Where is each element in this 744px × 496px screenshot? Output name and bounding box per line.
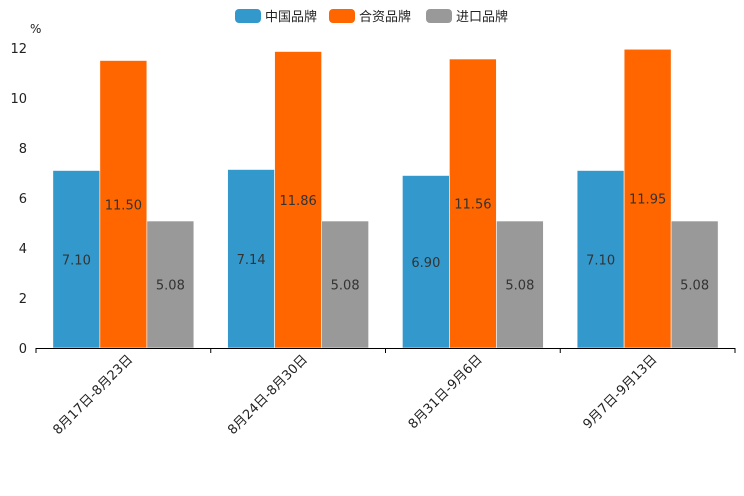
x-tick-label: 8月17日-8月23日 [50,352,136,438]
data-label: 7.10 [62,253,91,268]
y-tick-label: 2 [19,292,27,307]
legend-label: 进口品牌 [456,9,508,25]
data-label: 5.08 [505,279,534,294]
y-tick-label: 6 [19,192,27,207]
bar-imported [321,220,369,349]
data-label: 11.56 [454,198,491,213]
y-axis: 0 2 4 6 8 10 12 [10,42,27,357]
legend: 中国品牌 合资品牌 进口品牌 [235,9,508,25]
legend-swatch [235,9,261,23]
bar-joint-venture [623,48,672,349]
bar-joint-venture [449,58,497,349]
data-label: 7.14 [237,253,266,268]
bar-domestic [52,170,101,349]
data-label: 11.95 [629,193,666,208]
y-tick-label: 4 [19,242,27,257]
x-tick-label: 9月7日-9月13日 [581,352,661,432]
data-label: 6.90 [411,256,440,271]
y-tick-label: 0 [19,342,27,357]
legend-label: 中国品牌 [265,9,317,25]
data-label: 7.10 [586,253,615,268]
bar-domestic [227,169,275,349]
legend-item: 进口品牌 [426,9,508,25]
legend-swatch [329,9,355,23]
y-tick-label: 8 [19,142,27,157]
x-tick-label: 8月31日-9月6日 [406,352,486,432]
bar-domestic [576,170,625,349]
legend-item: 中国品牌 [235,9,317,25]
data-label: 5.08 [680,279,709,294]
y-axis-unit-label: % [30,22,41,36]
data-label: 11.86 [280,194,317,209]
bar-imported [670,220,719,349]
bars: 7.10 11.50 5.08 7.14 11.86 5.08 6.90 11.56 5.08 7… [52,48,719,349]
legend-swatch [426,9,452,23]
x-axis: 8月17日-8月23日 8月24日-8月30日 8月31日-9月6日 9月7日-9月1… [35,348,736,438]
data-label: 5.08 [156,279,185,294]
y-tick-label: 12 [10,42,27,57]
bar-joint-venture [274,51,322,349]
x-tick-label: 8月24日-8月30日 [225,352,311,438]
data-label: 5.08 [331,279,360,294]
legend-label: 合资品牌 [359,9,411,25]
y-tick-label: 10 [10,92,27,107]
bar-joint-venture [99,60,148,349]
data-label: 11.50 [105,198,142,213]
bar-imported [146,220,195,349]
legend-item: 合资品牌 [329,9,411,25]
